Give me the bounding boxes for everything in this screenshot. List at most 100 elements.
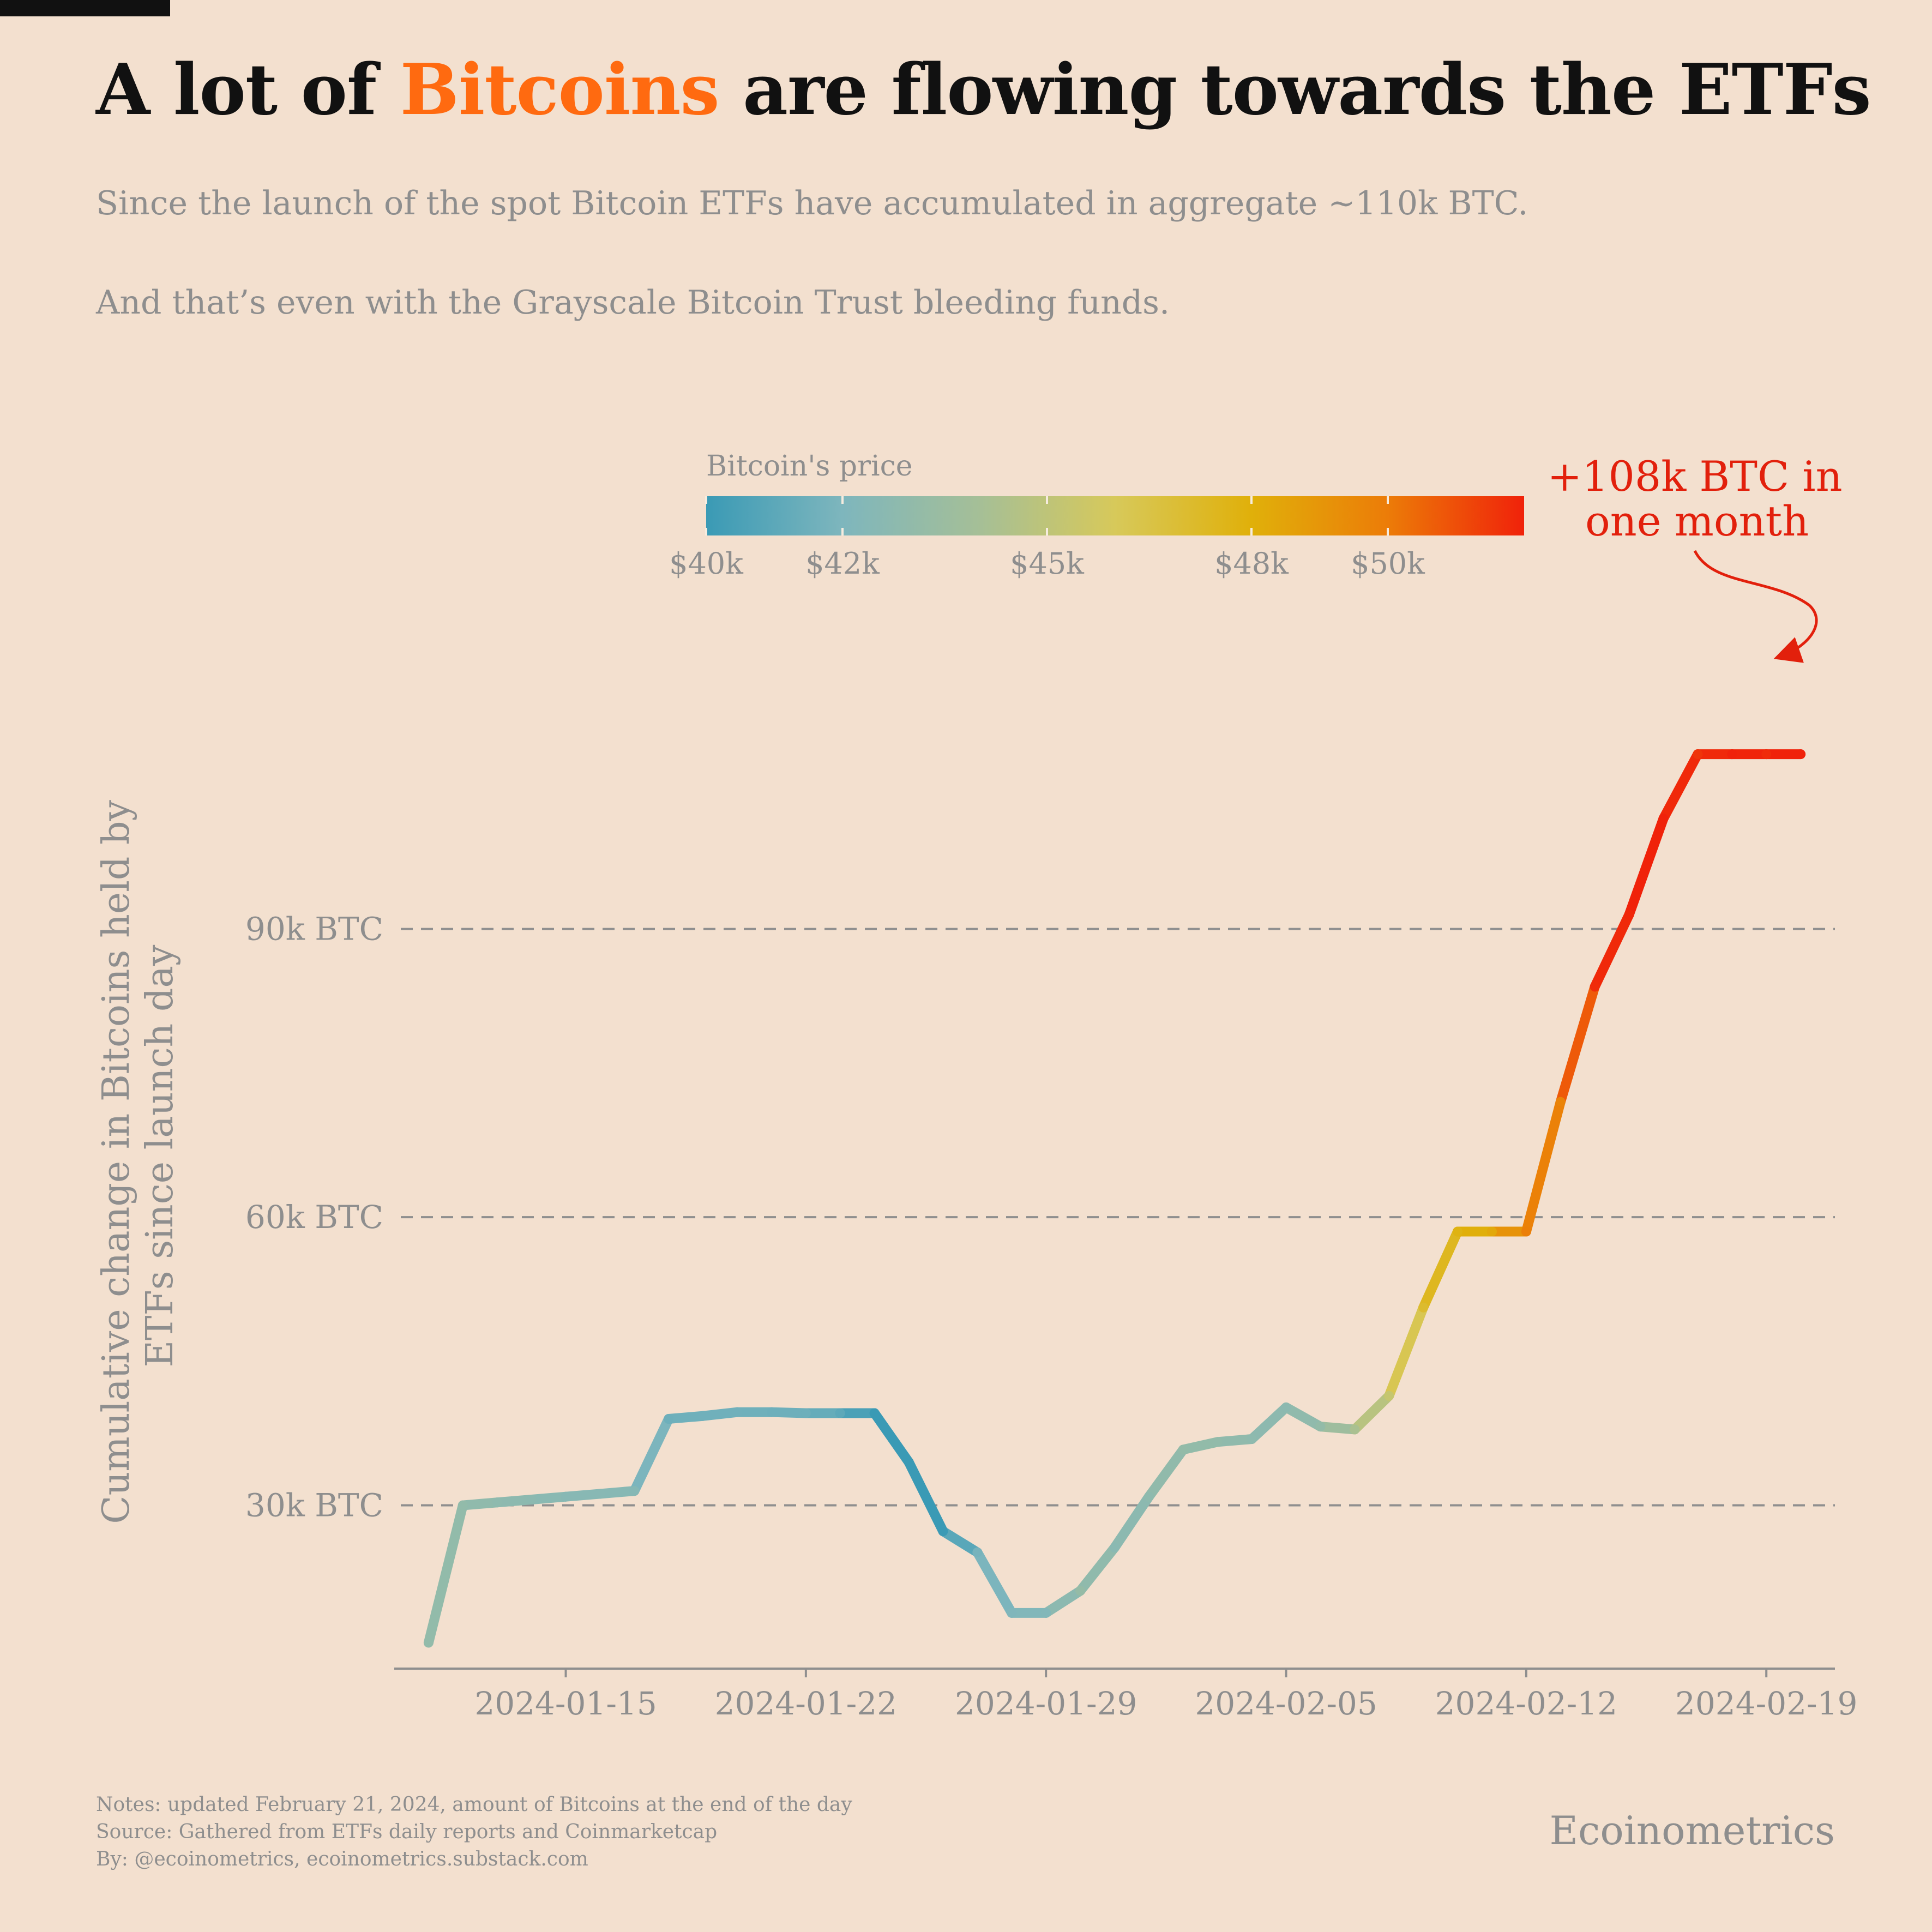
x-tick-label: 2024-02-19: [1675, 1685, 1857, 1722]
x-tick-label: 2024-02-05: [1195, 1685, 1377, 1722]
colorbar-legend: Bitcoin's price $40k $42k $45k $48k $50k: [669, 450, 1524, 581]
data-point: [1350, 1424, 1360, 1435]
data-point: [869, 1408, 880, 1418]
x-tick-label: 2024-01-15: [474, 1685, 657, 1722]
data-point: [664, 1414, 674, 1424]
data-point: [1590, 982, 1600, 992]
data-point: [1453, 1226, 1463, 1237]
x-tick-label: 2024-01-22: [715, 1685, 897, 1722]
data-point: [1521, 1226, 1531, 1237]
data-point: [1110, 1543, 1120, 1553]
annotation-arrow: [1693, 550, 1818, 663]
x-axis: 2024-01-15 2024-01-22 2024-01-29 2024-02-05…: [394, 1668, 1857, 1722]
line-segment: [492, 1494, 537, 1508]
subtitle-1: Since the launch of the spot Bitcoin ETF…: [96, 184, 1528, 222]
line-segment: [1041, 1586, 1086, 1618]
x-tick-label: 2024-01-29: [955, 1685, 1137, 1722]
data-point: [698, 1411, 708, 1421]
grid-lines: [401, 928, 1835, 1507]
line-segment: [595, 1486, 640, 1499]
line-segment: [938, 1526, 983, 1557]
data-point: [801, 1408, 811, 1418]
colorbar-gradient: [706, 496, 1524, 535]
line-segment: [1590, 910, 1634, 992]
data-point: [1315, 1422, 1326, 1432]
line-segment: [1281, 1402, 1326, 1432]
line-segment: [972, 1547, 1017, 1618]
line-segment: [1418, 1226, 1463, 1313]
line-segment: [766, 1407, 811, 1418]
data-point: [938, 1526, 948, 1537]
data-point: [835, 1408, 845, 1418]
line-segment: [1178, 1437, 1223, 1455]
data-point: [458, 1500, 468, 1510]
y-tick-label: 90k BTC: [245, 911, 383, 948]
colorbar-tick-label: $50k: [1351, 546, 1425, 581]
data-point: [526, 1494, 537, 1504]
data-point: [595, 1489, 605, 1499]
line-segment: [1212, 1434, 1257, 1447]
data-point: [1178, 1445, 1188, 1455]
line-segment: [1350, 1391, 1394, 1435]
data-point: [1281, 1402, 1291, 1412]
line-segment: [1143, 1445, 1188, 1502]
data-point: [1143, 1491, 1154, 1502]
y-axis-label-line1: Cumulative change in Bitcoins held by: [95, 799, 138, 1524]
subtitle-2: And that’s even with the Grayscale Bitco…: [96, 284, 1170, 322]
y-axis-label-line2: ETFs since launch day: [139, 944, 182, 1368]
data-point: [1658, 814, 1669, 824]
colorbar-tick-label: $40k: [669, 546, 744, 581]
line-segment: [869, 1408, 914, 1467]
data-point: [1624, 910, 1634, 920]
data-point: [1555, 1097, 1566, 1107]
title-pre: A lot of: [96, 49, 400, 131]
data-point: [1761, 749, 1772, 760]
notes-line: Notes: updated February 21, 2024, amount…: [96, 1793, 852, 1816]
y-axis-label: Cumulative change in Bitcoins held by ET…: [95, 788, 182, 1524]
colorbar-tick-label: $48k: [1214, 546, 1289, 581]
data-point: [1486, 1226, 1497, 1237]
data-point: [1007, 1608, 1017, 1618]
line-segment: [1384, 1302, 1429, 1401]
line-segment: [1315, 1422, 1360, 1435]
line-segment: [1624, 814, 1669, 920]
x-tick-label: 2024-02-12: [1435, 1685, 1617, 1722]
line-segment: [904, 1457, 948, 1537]
annotation-line2: one month: [1585, 497, 1809, 545]
data-point: [629, 1486, 640, 1496]
data-line: [423, 749, 1806, 1648]
data-point: [1075, 1586, 1086, 1596]
data-point: [561, 1491, 571, 1502]
colorbar-tick-label: $45k: [1010, 546, 1085, 581]
line-segment: [664, 1411, 708, 1424]
title-post: are flowing towards the ETFs: [719, 49, 1871, 131]
top-accent-bar: [0, 0, 170, 16]
data-point: [1418, 1302, 1429, 1313]
data-point: [423, 1638, 434, 1648]
line-segment: [526, 1491, 571, 1504]
data-point: [1384, 1391, 1394, 1401]
data-point: [732, 1407, 743, 1417]
data-point: [1041, 1608, 1051, 1618]
data-point: [972, 1547, 983, 1557]
data-point: [1212, 1437, 1223, 1447]
title-highlight: Bitcoins: [400, 49, 720, 131]
line-segment: [1658, 749, 1703, 824]
data-point: [1247, 1434, 1257, 1445]
data-point: [1693, 749, 1703, 760]
colorbar-tick-label: $42k: [805, 546, 880, 581]
line-segment: [629, 1414, 674, 1496]
line-segment: [1075, 1543, 1120, 1596]
source-line: Source: Gathered from ETFs daily reports…: [96, 1821, 718, 1843]
footer-notes: Notes: updated February 21, 2024, amount…: [96, 1791, 852, 1873]
data-point: [1727, 749, 1737, 760]
data-point: [492, 1497, 502, 1508]
line-segment: [1247, 1402, 1291, 1445]
colorbar-title: Bitcoin's price: [706, 450, 912, 483]
line-segment: [423, 1500, 468, 1648]
line-segment: [458, 1497, 502, 1510]
line-segment: [561, 1489, 605, 1502]
y-tick-labels: 30k BTC 60k BTC 90k BTC: [245, 911, 383, 1524]
